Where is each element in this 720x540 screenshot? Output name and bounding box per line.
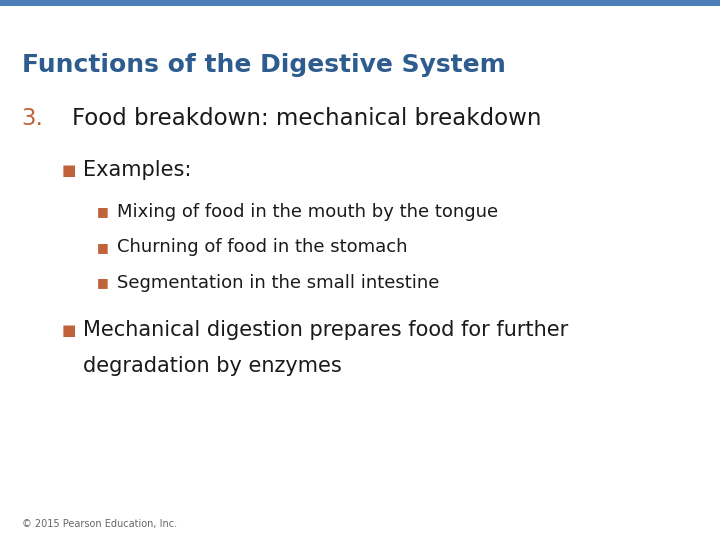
Text: Mechanical digestion prepares food for further: Mechanical digestion prepares food for f… bbox=[83, 320, 568, 341]
Text: Examples:: Examples: bbox=[83, 160, 192, 180]
Text: Churning of food in the stomach: Churning of food in the stomach bbox=[117, 238, 408, 256]
Text: ■: ■ bbox=[97, 205, 109, 218]
Bar bbox=[0, 0, 720, 6]
Text: Segmentation in the small intestine: Segmentation in the small intestine bbox=[117, 274, 440, 292]
Text: ■: ■ bbox=[61, 163, 76, 178]
Text: Functions of the Digestive System: Functions of the Digestive System bbox=[22, 53, 505, 77]
Text: ■: ■ bbox=[61, 323, 76, 338]
Text: Mixing of food in the mouth by the tongue: Mixing of food in the mouth by the tongu… bbox=[117, 202, 498, 221]
Text: © 2015 Pearson Education, Inc.: © 2015 Pearson Education, Inc. bbox=[22, 519, 176, 529]
Text: 3.: 3. bbox=[22, 107, 43, 130]
Text: degradation by enzymes: degradation by enzymes bbox=[83, 356, 341, 376]
Text: ■: ■ bbox=[97, 276, 109, 289]
Text: Food breakdown: mechanical breakdown: Food breakdown: mechanical breakdown bbox=[72, 107, 541, 130]
Text: ■: ■ bbox=[97, 241, 109, 254]
